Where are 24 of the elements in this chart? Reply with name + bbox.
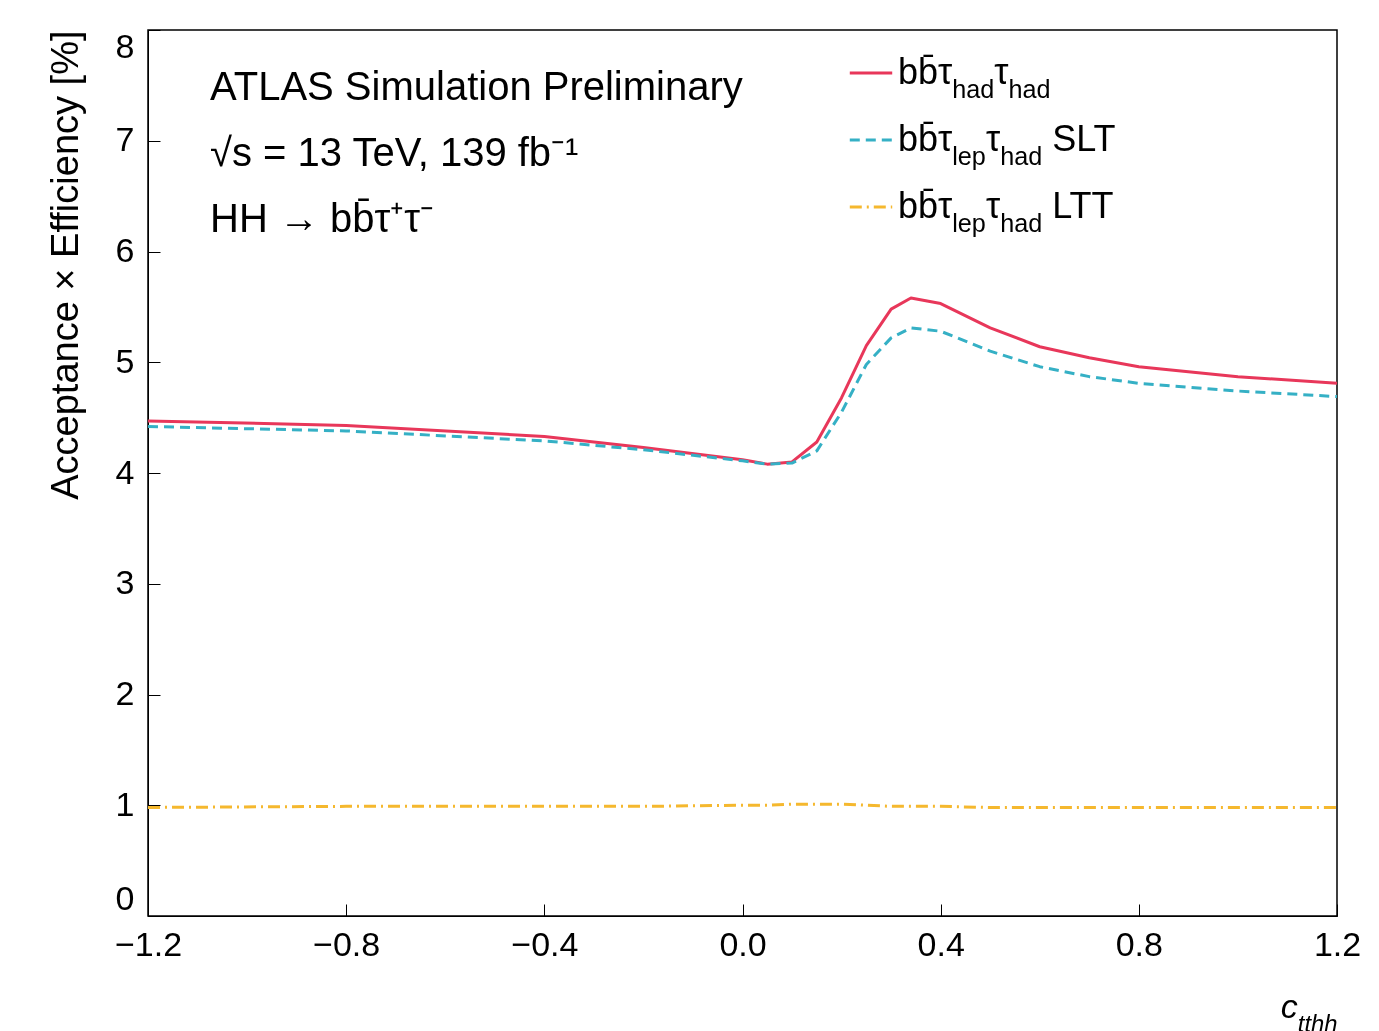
y-tick-label: 1 [115,784,135,823]
annotation: HH → bb̄τ⁺τ⁻ [210,196,435,240]
y-tick-label: 4 [115,452,135,491]
y-tick-label: 2 [115,674,135,712]
legend-label: bb̄τ$_{lep}$τ$_{had}$ SLT [898,118,1116,170]
y-tick-label: 0 [115,878,135,917]
x-tick-label: −1.2 [114,924,183,963]
y-tick-label: 5 [115,341,135,380]
legend-label: bb̄τ$_{lep}$τ$_{had}$ LTT [898,185,1114,237]
annotation: √s = 13 TeV, 139 fb⁻¹ [210,130,579,174]
x-tick-label: −0.8 [313,924,381,963]
x-tick-label: 0.4 [917,924,965,963]
legend-label: bb̄τ$_{had}$τ$_{had}$ [898,51,1051,103]
y-axis-title: Acceptance × Efficiency [%] [43,30,86,500]
x-tick-label: 1.2 [1313,924,1362,963]
y-tick-label: 3 [115,563,135,602]
x-axis-title: c$_{tthh}$ [1280,986,1338,1031]
x-tick-label: 0.0 [719,924,767,963]
x-tick-label: 0.8 [1115,924,1163,963]
y-tick-label: 6 [115,231,135,269]
x-tick-label: −0.4 [511,924,579,963]
y-tick-label: 8 [115,26,135,65]
y-tick-label: 7 [115,120,135,159]
annotation: ATLAS Simulation Preliminary [210,64,743,108]
